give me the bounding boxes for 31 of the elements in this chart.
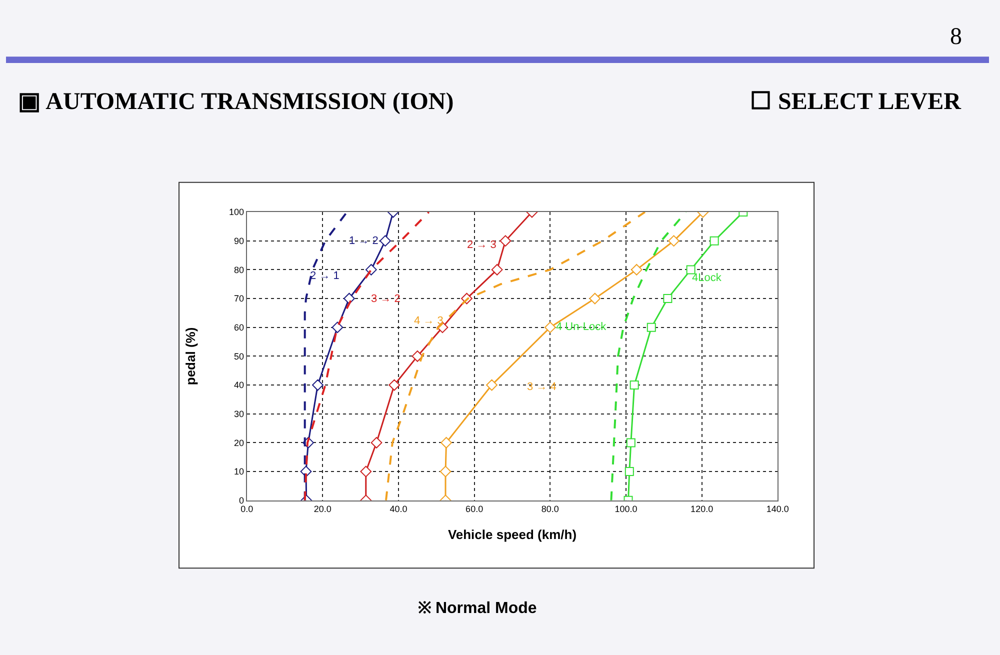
x-tick-label: 0.0 <box>240 504 254 514</box>
text: ☐ SELECT LEVER <box>750 89 962 115</box>
y-tick-label: 80 <box>234 264 244 275</box>
y-tick-label: 90 <box>234 236 244 246</box>
x-tick-label: 100.0 <box>614 504 638 514</box>
series-label: 3 → 4 <box>527 381 556 393</box>
y-axis-title: pedal (%) <box>182 327 198 386</box>
series-label: 3 → 2 <box>371 293 400 305</box>
series-label: 1 → 2 <box>349 235 378 247</box>
y-tick-label: 30 <box>234 409 244 420</box>
y-tick-label: 60 <box>234 322 244 333</box>
y-tick-label: 50 <box>234 351 244 362</box>
series-label: 2 → 3 <box>467 239 496 251</box>
x-tick-label: 60.0 <box>466 504 484 514</box>
x-tick-label: 80.0 <box>541 504 559 514</box>
series-label: 4 Un-Lock <box>556 321 607 333</box>
chart-title: ▣ AUTOMATIC TRANSMISSION (ION) <box>18 89 454 115</box>
x-tick-label: 20.0 <box>314 504 332 514</box>
x-tick-label: 40.0 <box>390 504 408 514</box>
y-tick-label: 40 <box>234 380 244 390</box>
series-label: 4Lock <box>692 272 722 284</box>
y-tick-label: 70 <box>234 294 244 304</box>
text: 8 <box>950 24 962 50</box>
y-tick-label: 0 <box>239 496 244 506</box>
x-axis-title: Vehicle speed (km/h) <box>448 526 577 542</box>
x-tick-label: 120.0 <box>690 504 714 514</box>
y-tick-label: 100 <box>229 207 244 218</box>
text: ※ Normal Mode <box>418 600 537 617</box>
y-tick-label: 10 <box>234 466 244 477</box>
y-tick-label: 20 <box>234 438 244 448</box>
x-tick-label: 140.0 <box>766 504 789 514</box>
